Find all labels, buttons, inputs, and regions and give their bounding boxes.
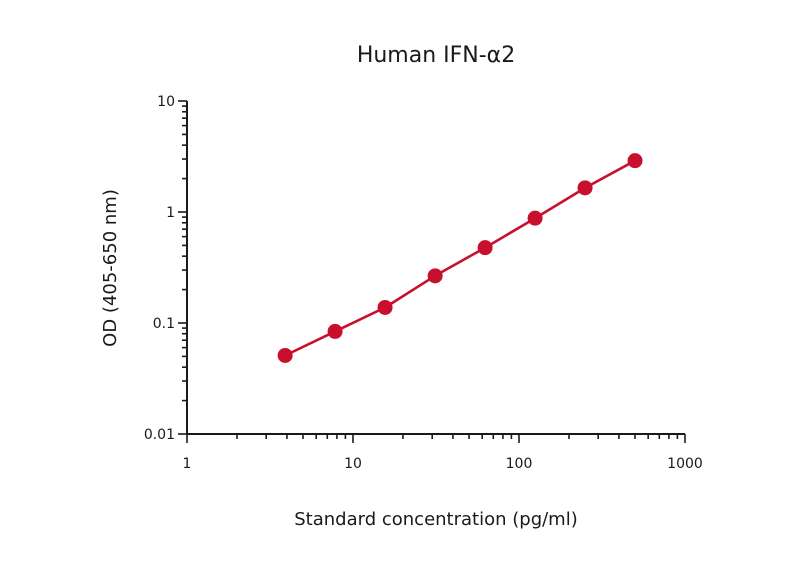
y-tick-label: 0.1 bbox=[153, 316, 175, 332]
chart-title: Human IFN-α2 bbox=[357, 43, 515, 68]
x-tick-label: 10 bbox=[344, 456, 362, 472]
x-tick-label: 1 bbox=[183, 456, 192, 472]
data-point bbox=[577, 180, 593, 196]
tick-labels: 1 10 100 1000 0.01 0.1 1 10 bbox=[144, 94, 703, 472]
ticks bbox=[178, 100, 686, 443]
y-axis-label: OD (405-650 nm) bbox=[100, 189, 121, 347]
x-tick-label: 1000 bbox=[667, 456, 703, 472]
series-points bbox=[277, 153, 643, 363]
axes bbox=[186, 101, 685, 435]
series-lines bbox=[284, 159, 636, 357]
data-point bbox=[327, 323, 343, 339]
series-line bbox=[284, 159, 636, 357]
data-point bbox=[277, 347, 293, 363]
data-point bbox=[527, 210, 543, 226]
y-tick-label: 10 bbox=[157, 94, 175, 110]
data-point bbox=[627, 153, 643, 169]
data-point bbox=[377, 299, 393, 315]
y-tick-label: 0.01 bbox=[144, 427, 175, 443]
x-tick-label: 100 bbox=[506, 456, 533, 472]
data-point bbox=[427, 268, 443, 284]
x-axis-label: Standard concentration (pg/ml) bbox=[294, 509, 578, 530]
y-tick-label: 1 bbox=[166, 205, 175, 221]
data-point bbox=[477, 240, 493, 256]
